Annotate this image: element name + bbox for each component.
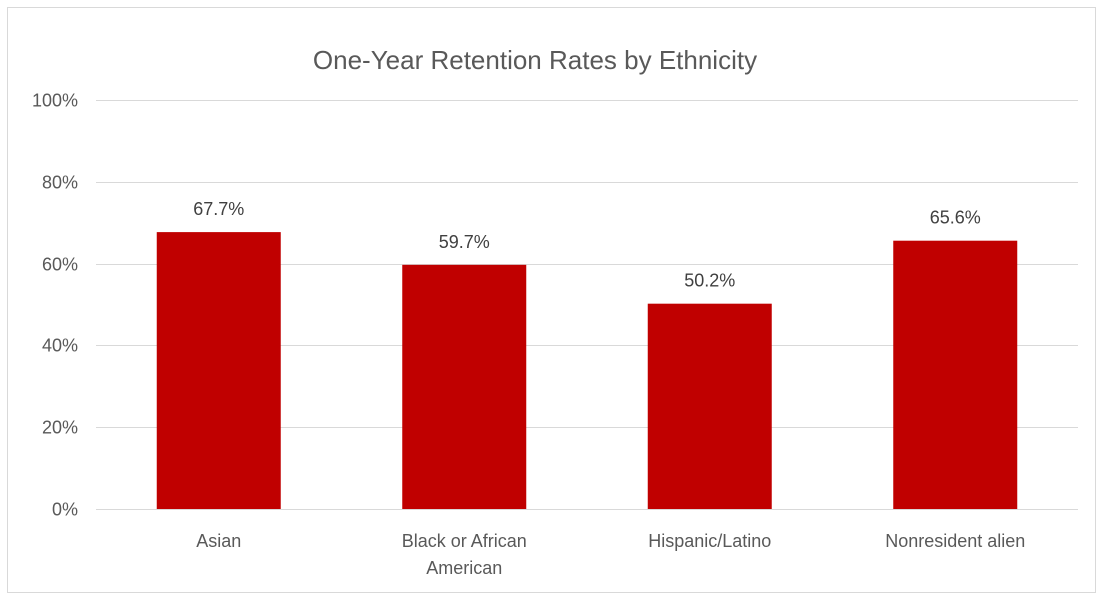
y-tick-label: 80% <box>42 173 78 193</box>
y-axis-tick-labels: 0% 20% 40% 60% 80% 100% <box>32 91 78 520</box>
bar <box>402 264 527 509</box>
y-tick-label: 100% <box>32 91 78 111</box>
y-tick-label: 40% <box>42 336 78 356</box>
x-tick-label: Black or African American <box>402 531 527 578</box>
bars <box>156 232 1018 510</box>
x-tick-label: Nonresident alien <box>885 531 1025 551</box>
x-tick-label: Hispanic/Latino <box>648 531 771 551</box>
data-label: 50.2% <box>684 271 735 291</box>
bar <box>647 303 772 509</box>
data-label: 65.6% <box>930 208 981 228</box>
x-axis-tick-labels: Asian Black or African American Hispanic/La… <box>196 531 1025 578</box>
x-tick-label: Asian <box>196 531 241 551</box>
data-label: 67.7% <box>193 199 244 219</box>
y-tick-label: 20% <box>42 418 78 438</box>
y-tick-label: 0% <box>52 500 78 520</box>
chart-title: One-Year Retention Rates by Ethnicity <box>313 45 757 75</box>
bar <box>156 232 281 509</box>
data-label: 59.7% <box>439 232 490 252</box>
y-tick-label: 60% <box>42 255 78 275</box>
data-labels: 67.7% 59.7% 50.2% 65.6% <box>193 199 981 291</box>
bar <box>893 240 1018 510</box>
